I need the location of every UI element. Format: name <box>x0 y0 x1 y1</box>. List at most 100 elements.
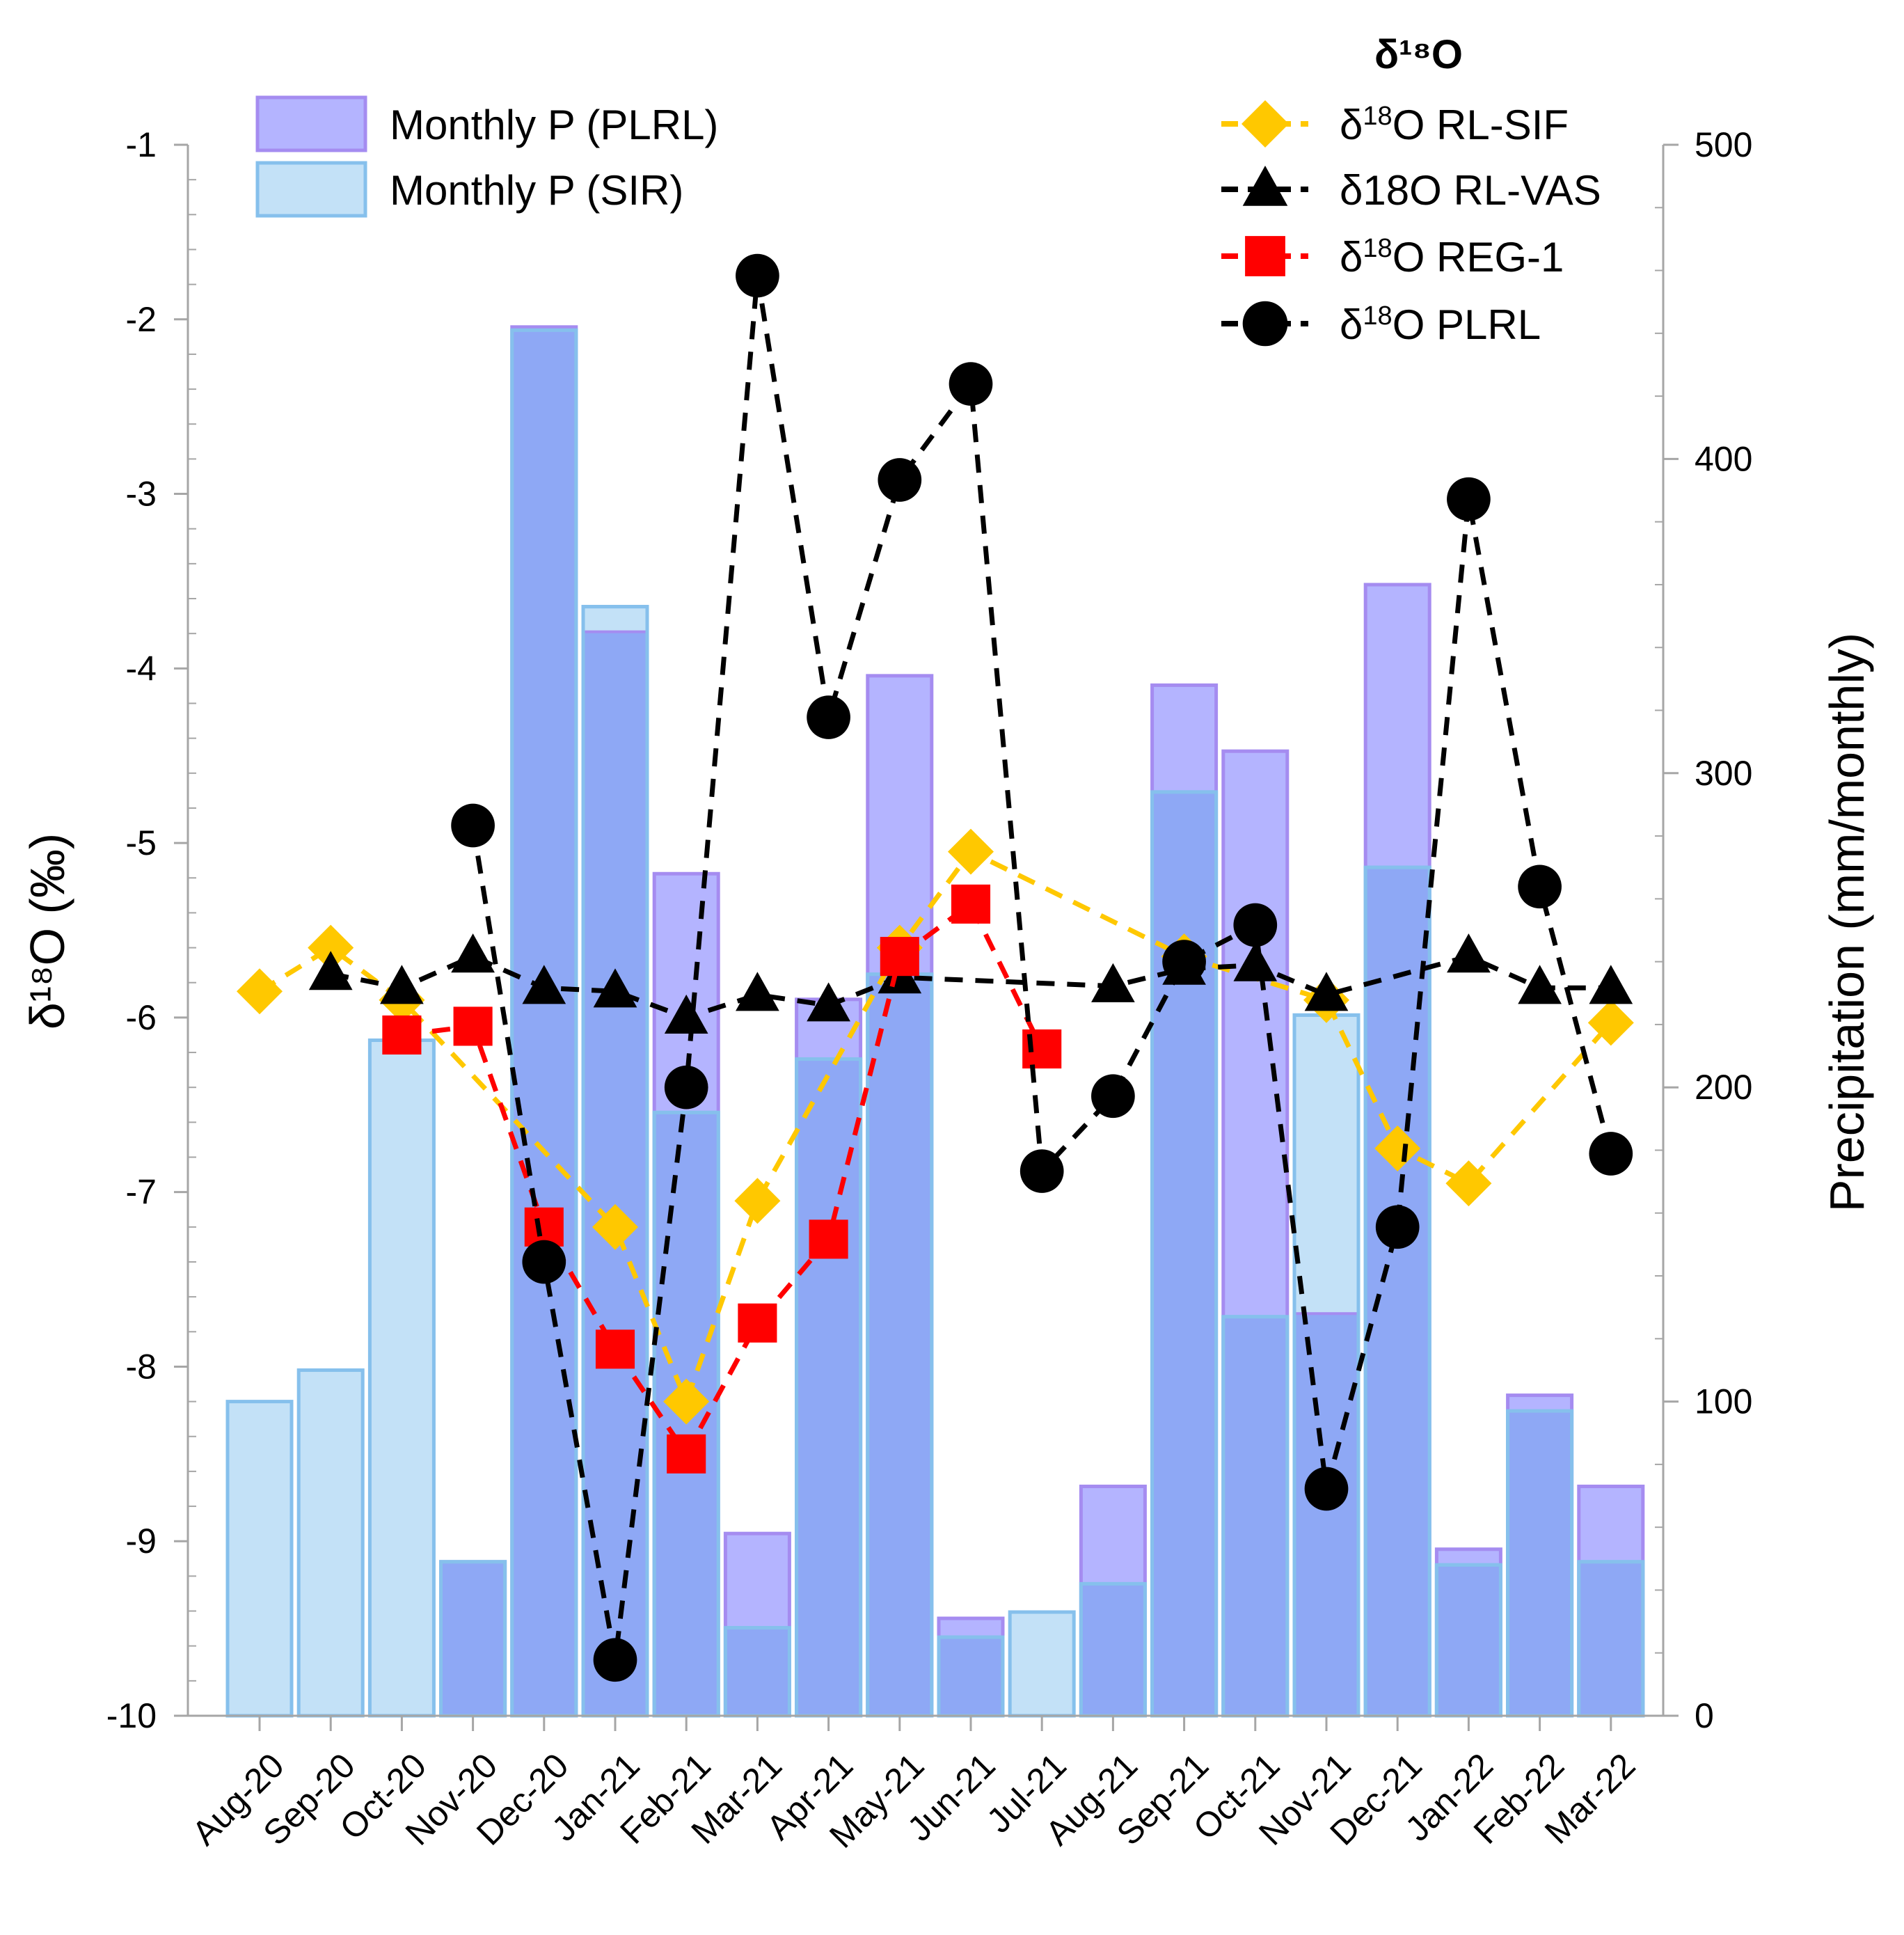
marker-triangle-Dec-20 <box>522 965 566 1004</box>
legend-bar-swatch <box>255 95 367 152</box>
marker-diamond-Dec-21 <box>1374 1125 1421 1171</box>
marker-triangle-Oct-20 <box>380 965 424 1004</box>
marker-circle-Feb-21 <box>664 1065 708 1109</box>
legend-lines-title: δ¹⁸O <box>1374 32 1463 77</box>
marker-diamond-Jun-21 <box>948 828 994 875</box>
y-left-tick-label: -8 <box>126 1347 157 1386</box>
marker-triangle-Nov-21 <box>1304 972 1349 1011</box>
marker-circle-May-21 <box>878 458 922 502</box>
y-left-tick-label: -5 <box>126 823 157 862</box>
marker-triangle-Nov-20 <box>451 933 495 973</box>
y-left-tick-label: -2 <box>126 300 157 339</box>
marker-diamond-Feb-21 <box>663 1378 710 1425</box>
marker-circle-Aug-21 <box>1091 1074 1135 1119</box>
series-line-1 <box>330 954 1611 1020</box>
marker-circle-Dec-21 <box>1375 1205 1420 1249</box>
marker-diamond-Jan-21 <box>592 1203 638 1250</box>
bar-overlap-Nov-20 <box>442 1561 504 1716</box>
y-right-tick-label: 300 <box>1695 754 1752 793</box>
marker-circle-Jun-21 <box>949 362 993 406</box>
y-right-tick-label: 0 <box>1695 1696 1714 1735</box>
bar-overlap-Mar-21 <box>727 1627 788 1716</box>
marker-square-Mar-21 <box>738 1303 777 1343</box>
marker-diamond-Mar-21 <box>734 1178 781 1224</box>
marker-square-Jan-21 <box>595 1329 635 1369</box>
bar-sir-Aug-20 <box>225 1400 294 1718</box>
legend-triangle-icon <box>1242 166 1288 206</box>
y-left-tick-label: -3 <box>126 475 157 514</box>
marker-square-Feb-21 <box>667 1434 706 1474</box>
legend-bar-label: Monthly P (SIR) <box>390 167 683 214</box>
marker-triangle-Sep-20 <box>308 951 353 990</box>
y-left-tick-label: -1 <box>126 125 157 164</box>
legend-layer: Monthly P (PLRL) Monthly P (SIR) δ¹⁸O δ18O … <box>255 32 1601 348</box>
marker-triangle-Feb-21 <box>664 994 708 1034</box>
marker-triangle-Mar-22 <box>1589 965 1633 1004</box>
marker-square-Apr-21 <box>809 1219 848 1259</box>
marker-diamond-Sep-20 <box>308 924 354 971</box>
bar-overlap-Aug-21 <box>1082 1583 1144 1716</box>
marker-circle-Apr-21 <box>807 695 850 739</box>
marker-triangle-Jan-21 <box>593 968 637 1008</box>
marker-square-Jun-21 <box>951 884 991 924</box>
legend-circle-icon <box>1242 301 1288 347</box>
marker-square-May-21 <box>880 937 919 977</box>
marker-circle-Jul-21 <box>1020 1149 1064 1193</box>
legend-diamond-icon <box>1241 100 1289 148</box>
bar-overlap-Apr-21 <box>798 1059 859 1716</box>
bar-overlap-Oct-21 <box>1224 1316 1286 1716</box>
y-left-title: δ¹⁸O (‰) <box>20 833 74 1029</box>
marker-circle-Jan-22 <box>1447 477 1491 521</box>
marker-triangle-Jan-22 <box>1447 933 1491 973</box>
marker-square-Oct-20 <box>382 1015 422 1055</box>
marker-circle-Nov-21 <box>1304 1467 1349 1511</box>
bar-overlap-Sep-21 <box>1153 791 1215 1716</box>
marker-triangle-Aug-21 <box>1091 963 1135 1002</box>
y-right-tick-label: 400 <box>1695 439 1752 478</box>
bar-sir-Oct-20 <box>367 1038 436 1718</box>
bar-overlap-Feb-22 <box>1509 1411 1571 1716</box>
marker-diamond-Aug-20 <box>237 968 283 1015</box>
y-left-tick-label: -7 <box>126 1173 157 1212</box>
bars-layer <box>225 325 1645 1718</box>
bar-overlap-Dec-20 <box>513 330 575 1716</box>
marker-circle-Nov-20 <box>451 803 495 848</box>
legend-line-label: δ18O RL-VAS <box>1340 167 1601 214</box>
marker-circle-Mar-21 <box>736 253 779 298</box>
marker-diamond-Mar-22 <box>1587 1000 1634 1046</box>
y-right-title: Precipitation (mm/monthly) <box>1820 633 1874 1212</box>
marker-square-Dec-20 <box>524 1207 564 1247</box>
bar-overlap-Jun-21 <box>940 1637 1001 1716</box>
y-left-tick-label: -10 <box>106 1696 157 1735</box>
marker-circle-Feb-22 <box>1518 864 1562 909</box>
marker-triangle-Feb-22 <box>1518 965 1562 1004</box>
y-right-tick-label: 500 <box>1695 125 1752 164</box>
y-right-tick-label: 200 <box>1695 1068 1752 1107</box>
marker-circle-Oct-21 <box>1233 903 1278 947</box>
legend-bar-label: Monthly P (PLRL) <box>390 102 718 148</box>
y-left-tick-label: -6 <box>126 998 157 1037</box>
lines-layer <box>237 253 1634 1682</box>
bar-overlap-May-21 <box>868 974 930 1716</box>
series-line-2 <box>401 900 1045 1459</box>
y-left-tick-label: -9 <box>126 1522 157 1561</box>
bar-sir-Jul-21 <box>1008 1610 1076 1718</box>
legend-line-label: δ18O RL-SIF <box>1340 102 1569 148</box>
legend-line-label: δ18O PLRL <box>1340 301 1541 348</box>
marker-circle-Jan-21 <box>593 1638 637 1682</box>
marker-circle-Sep-21 <box>1162 940 1206 984</box>
marker-circle-Mar-22 <box>1589 1132 1633 1176</box>
marker-triangle-Apr-21 <box>807 982 850 1022</box>
marker-triangle-Mar-21 <box>736 972 779 1011</box>
marker-triangle-Oct-21 <box>1233 942 1278 981</box>
legend-line-label: δ18O REG-1 <box>1340 234 1564 281</box>
marker-diamond-Jan-22 <box>1445 1160 1492 1207</box>
y-right-tick-label: 100 <box>1695 1382 1752 1421</box>
legend-bar-swatch <box>255 161 367 218</box>
bar-overlap-Nov-21 <box>1296 1313 1357 1716</box>
legend-square-icon <box>1245 236 1285 276</box>
bar-overlap-Jan-22 <box>1438 1565 1500 1716</box>
bar-sir-Sep-20 <box>296 1368 365 1718</box>
marker-square-Nov-20 <box>453 1006 493 1046</box>
